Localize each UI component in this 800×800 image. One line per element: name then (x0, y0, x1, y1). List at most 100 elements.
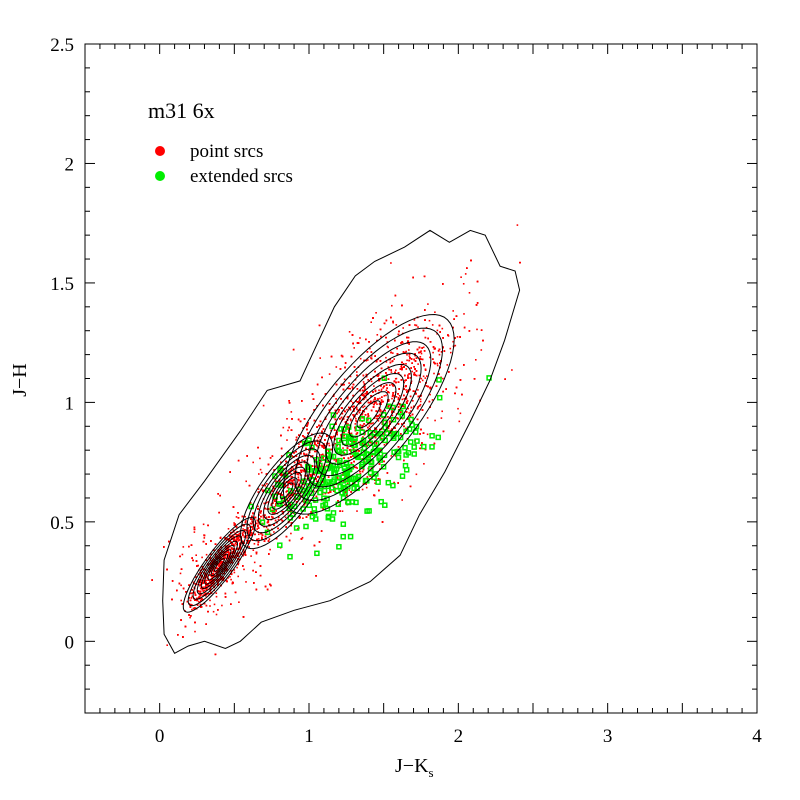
point-src-mark (362, 436, 364, 438)
point-src-mark (356, 371, 358, 373)
point-src-mark (418, 374, 421, 377)
point-src-mark (286, 490, 288, 492)
point-src-mark (348, 489, 351, 491)
point-src-mark (355, 420, 358, 423)
point-src-mark (233, 531, 235, 533)
point-src-mark (400, 364, 403, 366)
point-src-mark (349, 387, 352, 390)
point-src-mark (306, 455, 309, 458)
point-src-mark (311, 473, 314, 475)
point-src-mark (257, 488, 260, 490)
point-src-mark (438, 353, 441, 356)
point-src-mark (348, 382, 350, 384)
point-src-mark (205, 553, 208, 556)
point-src-mark (480, 349, 483, 351)
point-src-mark (391, 414, 394, 417)
point-src-mark (252, 461, 254, 464)
point-src-mark (346, 408, 348, 411)
point-src-mark (259, 468, 262, 471)
point-src-mark (182, 546, 185, 548)
point-src-mark (408, 349, 410, 351)
point-src-mark (253, 523, 255, 526)
point-src-mark (475, 359, 477, 361)
point-src-mark (387, 366, 390, 368)
point-src-mark (303, 504, 306, 506)
point-src-mark (257, 538, 260, 540)
point-src-mark (238, 601, 240, 603)
point-src-mark (364, 385, 366, 388)
point-src-mark (426, 417, 429, 419)
point-src-mark (409, 410, 412, 412)
point-src-mark (390, 371, 393, 373)
point-src-mark (239, 546, 242, 548)
point-src-mark (378, 377, 380, 380)
point-src-mark (401, 398, 404, 401)
point-src-mark (284, 516, 287, 519)
point-src-mark (293, 483, 296, 486)
point-src-mark (209, 589, 211, 591)
point-src-mark (367, 359, 369, 361)
point-src-mark (348, 387, 350, 390)
point-src-mark (304, 502, 307, 505)
point-src-mark (227, 528, 230, 530)
point-src-mark (355, 420, 357, 422)
point-src-mark (433, 372, 435, 375)
point-src-mark (367, 379, 369, 381)
point-src-mark (301, 445, 304, 448)
point-src-mark (343, 378, 346, 381)
point-src-mark (242, 528, 244, 530)
point-src-mark (423, 463, 425, 465)
point-src-mark (298, 463, 300, 465)
point-src-mark (301, 459, 303, 461)
point-src-mark (237, 562, 240, 565)
point-src-mark (346, 416, 349, 418)
point-src-mark (276, 498, 278, 501)
point-src-mark (354, 379, 357, 381)
point-src-mark (390, 262, 392, 264)
point-src-mark (395, 324, 398, 326)
point-src-mark (211, 563, 213, 566)
point-src-mark (262, 404, 265, 407)
point-src-mark (266, 508, 268, 510)
point-src-mark (368, 425, 371, 427)
point-src-mark (251, 526, 254, 528)
point-src-mark (209, 605, 211, 607)
point-src-mark (374, 398, 377, 400)
point-src-mark (349, 409, 352, 411)
point-src-mark (383, 395, 386, 397)
point-src-mark (290, 472, 292, 475)
point-src-mark (250, 555, 252, 557)
point-src-mark (417, 363, 419, 365)
point-src-mark (374, 390, 377, 393)
point-src-mark (462, 283, 465, 285)
point-src-mark (432, 351, 434, 354)
point-src-mark (402, 327, 404, 329)
point-src-mark (391, 383, 393, 386)
point-src-mark (422, 375, 425, 378)
point-src-mark (215, 592, 218, 594)
point-src-mark (330, 429, 332, 432)
point-src-mark (298, 445, 300, 448)
point-src-mark (203, 537, 206, 539)
point-src-mark (257, 523, 259, 525)
point-src-mark (205, 587, 208, 590)
point-src-mark (198, 601, 200, 603)
point-src-mark (391, 304, 393, 307)
point-src-mark (181, 553, 184, 556)
point-src-mark (267, 519, 269, 522)
point-src-mark (245, 539, 248, 542)
point-src-mark (213, 603, 216, 606)
point-src-mark (236, 566, 238, 569)
point-src-mark (393, 358, 395, 360)
point-src-mark (385, 394, 387, 397)
point-src-mark (422, 346, 425, 349)
point-src-mark (374, 482, 376, 485)
point-src-mark (339, 440, 341, 442)
point-src-mark (191, 608, 193, 611)
point-src-mark (286, 439, 288, 441)
point-src-mark (375, 442, 378, 445)
point-src-mark (219, 552, 222, 555)
point-src-mark (302, 517, 304, 519)
point-src-mark (291, 475, 294, 478)
